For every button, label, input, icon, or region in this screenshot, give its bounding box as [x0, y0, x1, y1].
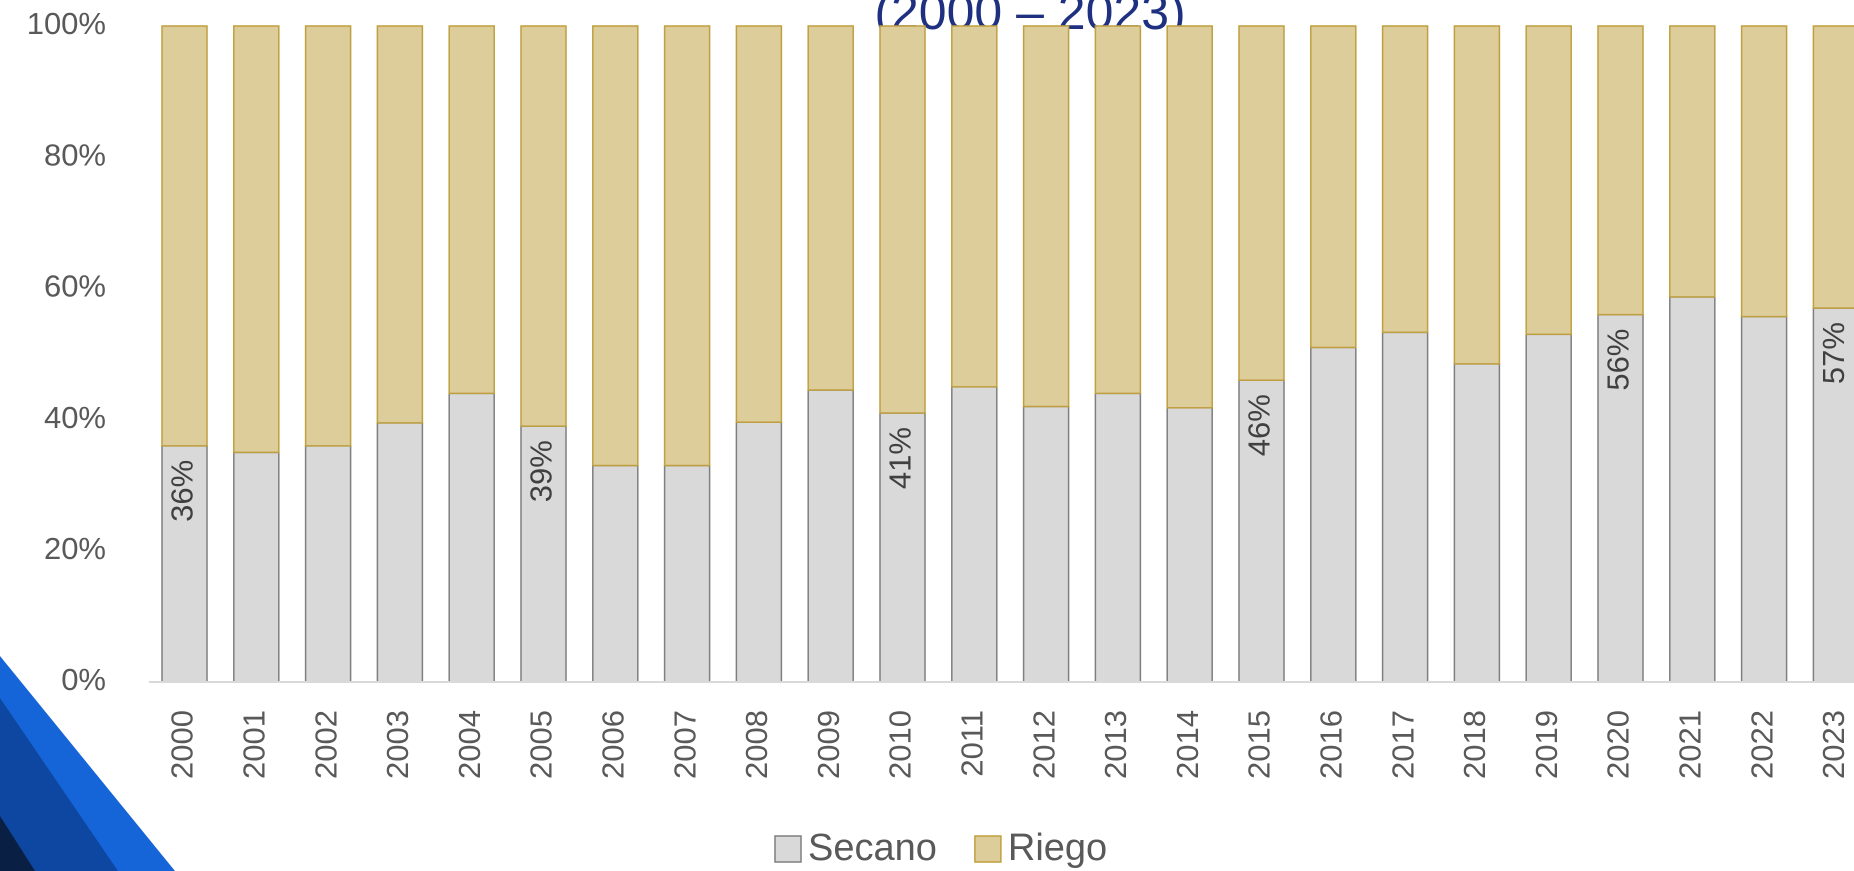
bar-segment — [1166, 407, 1213, 683]
bar-segment — [951, 386, 998, 683]
x-tick-label: 2007 — [667, 710, 702, 779]
bar-segment — [1022, 405, 1070, 683]
bar-segment — [1525, 25, 1572, 336]
x-tick-label: 2020 — [1601, 710, 1636, 779]
y-tick-label: 100% — [27, 6, 106, 41]
bar-segment — [304, 25, 352, 447]
bar-segment — [448, 392, 495, 683]
legend-label: Riego — [1008, 827, 1107, 869]
x-tick-label: 2021 — [1672, 710, 1707, 779]
bar-segment — [807, 389, 854, 683]
x-tick-label: 2003 — [380, 710, 415, 779]
bar-segment — [807, 25, 854, 391]
data-label: 56% — [1601, 329, 1636, 391]
y-tick-label: 80% — [44, 137, 106, 172]
bar-segment — [1166, 25, 1213, 409]
bar-segment — [376, 422, 424, 683]
bar-segment — [1740, 315, 1788, 683]
bar-segment — [592, 25, 639, 467]
bar-segment — [304, 445, 352, 683]
bar-segment — [1310, 25, 1357, 349]
bar-segment — [376, 25, 424, 424]
data-label: 41% — [883, 427, 918, 489]
x-tick-label: 2002 — [308, 710, 343, 779]
x-tick-label: 2009 — [811, 710, 846, 779]
bar-segment — [233, 25, 280, 454]
bar-segment — [520, 425, 567, 683]
x-tick-label: 2016 — [1313, 710, 1348, 779]
bar-segment — [1381, 25, 1429, 334]
bar-segment — [1094, 392, 1142, 683]
bar-segment — [1094, 25, 1142, 395]
bar-segment — [592, 464, 639, 683]
x-tick-label: 2012 — [1026, 710, 1061, 779]
bar-segment — [1022, 25, 1070, 408]
decoration — [0, 816, 35, 871]
y-tick-label: 60% — [44, 269, 106, 304]
bar-segment — [1453, 25, 1501, 365]
y-tick-label: 40% — [44, 400, 106, 435]
bar-segment — [1669, 296, 1716, 683]
bar-segment — [663, 464, 711, 683]
x-tick-label: 2011 — [954, 710, 989, 777]
x-tick-label: 2013 — [1098, 710, 1133, 779]
bar-segment — [233, 451, 280, 683]
data-label: 57% — [1816, 322, 1851, 384]
bar-segment — [879, 25, 926, 414]
x-tick-label: 2017 — [1385, 710, 1420, 779]
bar-segment — [161, 25, 208, 447]
x-tick-label: 2023 — [1816, 710, 1851, 779]
bar-segment — [1238, 25, 1285, 381]
bar-segment — [1453, 363, 1501, 683]
legend-label: Secano — [808, 827, 937, 869]
x-tick-label: 2010 — [883, 710, 918, 779]
bar-segment — [1812, 25, 1854, 309]
x-tick-label: 2022 — [1744, 710, 1779, 779]
bar-segment — [1812, 307, 1854, 683]
data-label: 46% — [1242, 394, 1277, 456]
bar-segment — [879, 412, 926, 683]
bar-segment — [663, 25, 711, 467]
x-tick-label: 2018 — [1457, 710, 1492, 779]
bar-segment — [1381, 331, 1429, 683]
bar-segment — [1740, 25, 1788, 318]
x-tick-label: 2004 — [452, 710, 487, 779]
data-label: 36% — [165, 460, 200, 522]
x-tick-label: 2000 — [165, 710, 200, 779]
legend-swatch — [974, 835, 1002, 863]
bar-segment — [1669, 25, 1716, 298]
bar-segment — [1238, 379, 1285, 683]
bar-segment — [1597, 25, 1644, 316]
x-tick-label: 2019 — [1529, 710, 1564, 779]
x-tick-label: 2005 — [524, 710, 559, 779]
x-tick-label: 2015 — [1242, 710, 1277, 779]
x-tick-label: 2006 — [595, 710, 630, 779]
x-tick-label: 2014 — [1170, 710, 1205, 779]
bar-segment — [735, 25, 783, 423]
bar-segment — [1525, 333, 1572, 683]
x-tick-label: 2001 — [236, 710, 271, 779]
bar-segment — [448, 25, 495, 395]
x-tick-label: 2008 — [739, 710, 774, 779]
bar-segment — [1597, 313, 1644, 683]
y-tick-label: 20% — [44, 531, 106, 566]
bar-segment — [520, 25, 567, 427]
bar-segment — [951, 25, 998, 388]
y-tick-label: 0% — [61, 662, 106, 697]
legend-swatch — [774, 835, 802, 863]
decoration — [0, 698, 118, 871]
data-label: 39% — [524, 440, 559, 502]
bar-segment — [1310, 346, 1357, 683]
bar-segment — [735, 421, 783, 683]
